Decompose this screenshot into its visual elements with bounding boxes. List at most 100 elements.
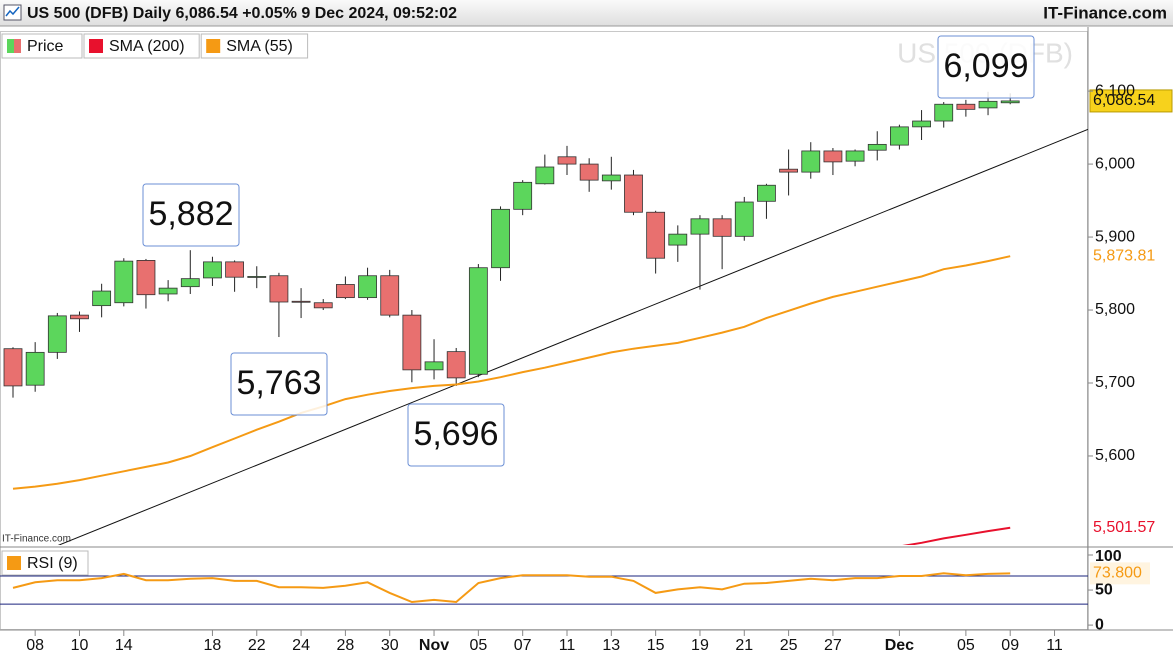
x-tick-label: 27 [824, 637, 842, 654]
annotation-label: 5,763 [236, 364, 321, 402]
candle-body [25, 351, 45, 386]
candle-body [579, 163, 599, 181]
candle-body [225, 261, 245, 278]
candle-body [734, 201, 754, 237]
x-tick-label: 24 [292, 637, 310, 654]
candle-body [446, 351, 466, 379]
logo-icon [5, 6, 20, 17]
annotation-label: 5,882 [148, 195, 233, 233]
x-tick-label: 13 [602, 637, 620, 654]
x-tick-label: 28 [337, 637, 355, 654]
x-tick-label: 21 [735, 637, 753, 654]
candle-body [358, 275, 377, 299]
x-tick-label: Nov [419, 637, 449, 654]
annotation-box [230, 352, 328, 416]
candle-body [513, 181, 533, 210]
annotation-box [142, 183, 240, 247]
x-tick-label: 14 [115, 637, 133, 654]
candle-body [114, 260, 134, 304]
last-value-label: 73.800 [1093, 565, 1142, 582]
candle-body [535, 166, 555, 185]
y-tick-label: 5,900 [1095, 228, 1135, 245]
legend-label: SMA (55) [226, 38, 293, 55]
last-value-box [1089, 89, 1173, 113]
x-tick-label: 18 [204, 637, 222, 654]
legend-swatch [7, 39, 14, 53]
candle-body [690, 218, 710, 235]
legend-label: RSI (9) [27, 555, 78, 572]
candle-body [92, 290, 112, 307]
candle-body [601, 174, 621, 182]
chart-title: US 500 (DFB) Daily 6,086.54 +0.05% 9 Dec… [27, 5, 457, 22]
trendline [57, 128, 1088, 545]
x-tick-label: 08 [26, 637, 44, 654]
candle-body [867, 143, 887, 151]
candle-body [801, 150, 821, 173]
rsi-plot [0, 572, 1088, 605]
candle-body [180, 278, 200, 288]
candle-body [380, 275, 400, 316]
legend-label: SMA (200) [109, 38, 185, 55]
annotation-box [407, 403, 505, 467]
candle-body [424, 361, 444, 371]
candle-body [823, 150, 843, 163]
annotation-box [937, 35, 1035, 99]
candle-body [269, 275, 289, 303]
y-tick-label: 5,700 [1095, 374, 1135, 391]
candle-body [1000, 100, 1020, 104]
source-small: IT-Finance.com [2, 534, 71, 545]
legend-swatch [14, 39, 21, 53]
last-value-box [1090, 562, 1150, 585]
last-value-box [1090, 516, 1172, 539]
candle-body [978, 100, 998, 109]
y-tick-label: 6,100 [1095, 82, 1135, 99]
y-tick-label: 100 [1095, 548, 1122, 565]
legend-label: Price [27, 38, 64, 55]
y-tick-label: 6,000 [1095, 155, 1135, 172]
candle-body [158, 287, 178, 295]
y-tick-label: 0 [1095, 616, 1104, 633]
candle-body [136, 260, 156, 296]
x-tick-label: 22 [248, 637, 266, 654]
last-value-box [1090, 245, 1172, 268]
main-plot [3, 91, 1088, 545]
legend-swatch [7, 556, 21, 570]
candle-body [247, 276, 267, 278]
candle-body [624, 174, 643, 213]
candle-body [712, 218, 732, 237]
candle-body [557, 156, 577, 165]
x-tick-label: 15 [647, 637, 665, 654]
candle-body [313, 302, 333, 309]
x-tick-label: 30 [381, 637, 399, 654]
x-tick-label: 10 [71, 637, 89, 654]
last-value-label: 6,086.54 [1093, 92, 1155, 109]
candle-body [757, 184, 776, 202]
x-tick-label: 07 [514, 637, 532, 654]
y-tick-label: 5,600 [1095, 447, 1135, 464]
candle-body [47, 315, 67, 353]
x-tick-label: Dec [885, 637, 914, 654]
candle-body [934, 103, 954, 122]
candle-body [468, 267, 488, 375]
y-tick-label: 50 [1095, 581, 1113, 598]
candle-body [3, 348, 23, 387]
sma-line [12, 255, 1011, 490]
x-tick-label: 09 [1001, 637, 1019, 654]
x-tick-label: 25 [780, 637, 798, 654]
candle-body [956, 103, 976, 110]
x-tick-label: 05 [469, 637, 487, 654]
candle-body [912, 120, 931, 128]
annotation-label: 6,099 [943, 47, 1028, 85]
last-value-label: 5,873.81 [1093, 247, 1155, 264]
legend-swatch [206, 39, 221, 53]
source: IT-Finance.com [1043, 3, 1167, 22]
legend-swatch [89, 39, 103, 53]
x-tick-label: 05 [957, 637, 975, 654]
candle-body [845, 150, 865, 162]
x-tick-label: 11 [559, 637, 576, 654]
candle-body [402, 314, 422, 371]
rsi-line [12, 572, 1011, 604]
candle-body [70, 314, 89, 320]
